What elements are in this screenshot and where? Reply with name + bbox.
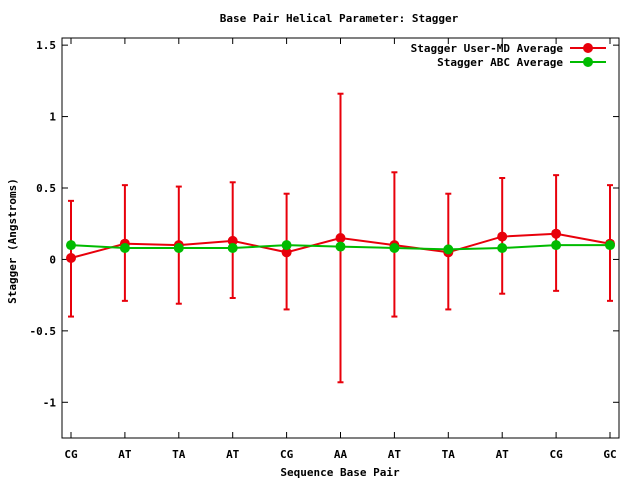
y-tick-label: 0 — [49, 253, 56, 266]
x-tick-label: AA — [334, 448, 348, 461]
data-point — [119, 243, 130, 253]
data-point — [335, 241, 346, 252]
data-point — [605, 240, 615, 251]
data-point — [281, 247, 292, 258]
y-tick-label: 1 — [49, 111, 56, 124]
legend-label: Stagger User-MD Average — [411, 42, 564, 55]
y-tick-label: 0.5 — [36, 182, 56, 195]
data-point — [66, 253, 76, 263]
x-tick-label: CG — [64, 448, 78, 461]
series-layer — [66, 92, 615, 384]
data-point — [281, 240, 292, 251]
legend-label: Stagger ABC Average — [437, 56, 563, 69]
x-axis-label: Sequence Base Pair — [280, 466, 400, 479]
data-point — [497, 243, 508, 253]
data-point — [551, 240, 562, 251]
y-tick-label: -0.5 — [30, 325, 57, 338]
y-axis: -1 -0.5 0 0.5 1 1.5 — [30, 39, 619, 409]
data-point — [173, 243, 184, 253]
x-tick-label: CG — [280, 448, 294, 461]
series-1 — [66, 240, 615, 255]
x-tick-label: GC — [603, 448, 616, 461]
data-point — [443, 244, 454, 255]
x-tick-label: AT — [496, 448, 510, 461]
legend-swatch-marker — [583, 43, 593, 53]
data-point — [335, 233, 346, 243]
data-point — [389, 243, 400, 253]
x-tick-label: AT — [388, 448, 402, 461]
x-tick-label: AT — [118, 448, 132, 461]
data-point — [227, 235, 238, 246]
x-tick-label: TA — [172, 448, 186, 461]
data-point — [497, 231, 508, 242]
chart-title: Base Pair Helical Parameter: Stagger — [220, 12, 459, 25]
data-point — [227, 243, 238, 253]
data-point — [551, 228, 562, 239]
x-tick-label: CG — [549, 448, 563, 461]
legend-swatch-marker — [583, 57, 593, 67]
y-tick-label: -1 — [43, 396, 57, 409]
x-tick-label: AT — [226, 448, 240, 461]
x-axis: CG AT TA AT CG AA AT TA AT CG GC — [64, 38, 617, 461]
series-0 — [66, 92, 615, 384]
data-point — [66, 240, 76, 251]
y-tick-label: 1.5 — [36, 39, 56, 52]
y-axis-label: Stagger (Angstroms) — [6, 178, 19, 304]
x-tick-label: TA — [442, 448, 456, 461]
